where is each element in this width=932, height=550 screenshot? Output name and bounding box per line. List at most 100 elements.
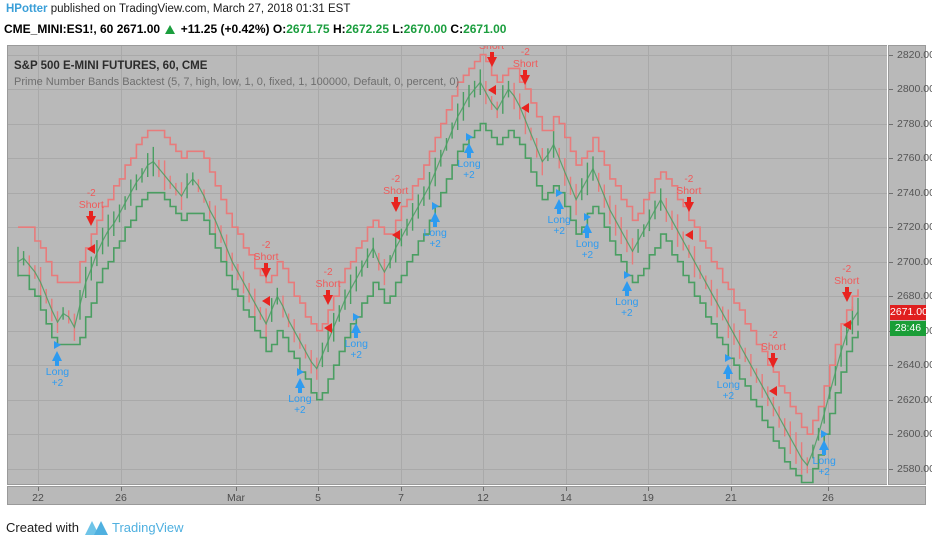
quote-line: CME_MINI:ES1!, 60 2671.00 +11.25 (+0.42%… (4, 22, 506, 36)
arrow-down-icon (683, 202, 694, 213)
low-label: L: (392, 22, 404, 36)
gridline-vertical (828, 46, 829, 484)
price-tick-label: 2800.00 (897, 83, 932, 95)
price-tick (889, 365, 893, 366)
marker-label: Long (288, 393, 312, 406)
gridline-vertical (483, 46, 484, 484)
marker-qty: -2 (86, 188, 96, 200)
long-trade-marker: Long +2 (413, 212, 457, 250)
author-name[interactable]: HPotter (6, 3, 48, 15)
entry-triangle-long-icon (353, 312, 361, 321)
time-tick (566, 487, 567, 491)
marker-qty: -2 (261, 239, 271, 251)
arrow-down-icon (323, 295, 334, 306)
price-tick-label: 2780.00 (897, 118, 932, 130)
long-trade-marker: Long +2 (802, 440, 846, 478)
publish-text: published on TradingView.com, March 27, … (50, 3, 351, 15)
marker-qty: +2 (621, 308, 633, 320)
arrow-down-icon (520, 74, 531, 85)
price-tick-label: 2620.00 (897, 394, 932, 406)
entry-triangle-long-icon (54, 340, 62, 349)
arrow-stem (326, 290, 331, 296)
price-tick (889, 296, 893, 297)
time-tick-label: 21 (725, 492, 737, 504)
chart-footer: Created with TradingView (0, 512, 932, 550)
marker-qty: +2 (553, 225, 565, 237)
long-trade-marker: Long +2 (334, 322, 378, 361)
gridline-vertical (318, 46, 319, 484)
arrow-stem (489, 52, 494, 58)
arrow-up-icon (723, 364, 734, 375)
entry-triangle-short-icon (324, 323, 333, 334)
time-tick-label: 26 (115, 492, 127, 504)
time-tick (38, 487, 39, 491)
gridline-vertical (401, 46, 402, 484)
time-tick (121, 487, 122, 491)
arrow-stem (844, 287, 849, 292)
price-tick (889, 89, 893, 90)
arrow-stem (585, 232, 590, 238)
long-trade-marker: Long +2 (565, 222, 609, 261)
marker-label: Long (457, 158, 481, 171)
price-axis[interactable]: 2820.00 2800.00 2780.00 2760.00 2740.00 2720.… (888, 45, 932, 485)
arrow-stem (433, 222, 438, 228)
marker-label: Long (344, 337, 368, 350)
time-tick (401, 487, 402, 491)
triangle-up-icon (165, 25, 176, 34)
marker-label: Long (812, 455, 836, 468)
symbol-label[interactable]: CME_MINI:ES1!, 60 (4, 22, 114, 36)
marker-qty: +2 (818, 467, 830, 479)
price-tick (889, 124, 893, 125)
arrow-up-icon (621, 281, 632, 292)
arrow-down-icon (86, 216, 97, 227)
entry-triangle-long-icon (556, 188, 564, 197)
arrow-stem (822, 450, 827, 456)
gridline-horizontal (8, 158, 887, 159)
close-value: 2671.00 (463, 22, 507, 36)
time-axis[interactable]: 22 26 Mar 5 7 12 14 19 21 26 (7, 486, 926, 505)
long-trade-marker: Long +2 (447, 143, 491, 181)
arrow-stem (393, 197, 398, 203)
entry-triangle-long-icon (623, 271, 631, 280)
low-value: 2670.00 (403, 22, 448, 36)
entry-triangle-long-icon (432, 202, 440, 211)
gridline-horizontal (8, 434, 887, 435)
time-tick-label: Mar (226, 492, 246, 504)
chart-area[interactable]: S&P 500 E-MINI FUTURES, 60, CME Prime Nu… (5, 43, 932, 505)
time-tick-label: 19 (642, 492, 654, 504)
gridline-vertical (731, 46, 732, 484)
entry-triangle-long-icon (466, 133, 473, 142)
entry-triangle-short-icon (87, 244, 96, 255)
price-tick (889, 400, 893, 401)
arrow-stem (726, 374, 731, 380)
entry-triangle-long-icon (584, 212, 592, 221)
gridline-horizontal (8, 193, 887, 194)
gridline-horizontal (8, 296, 887, 297)
time-tick-label: 26 (822, 492, 834, 504)
tradingview-brand[interactable]: TradingView (112, 520, 184, 535)
gridline-horizontal (8, 55, 887, 56)
marker-label: Long (615, 296, 639, 309)
arrow-down-icon (841, 292, 852, 302)
marker-label: Short (760, 340, 786, 353)
marker-label: Short (383, 185, 409, 198)
gridline-vertical (566, 46, 567, 484)
long-trade-marker: Long +2 (605, 281, 649, 319)
marker-qty: -2 (391, 174, 401, 186)
time-tick (318, 487, 319, 491)
time-tick-label: 7 (398, 492, 404, 504)
time-tick (828, 487, 829, 491)
marker-qty: +2 (350, 349, 362, 361)
marker-qty: -2 (684, 174, 694, 186)
arrow-stem (624, 291, 629, 297)
price-plot[interactable]: S&P 500 E-MINI FUTURES, 60, CME Prime Nu… (7, 45, 887, 485)
price-tick-label: 2760.00 (897, 152, 932, 164)
gridline-vertical (121, 46, 122, 484)
arrow-up-icon (582, 222, 593, 233)
